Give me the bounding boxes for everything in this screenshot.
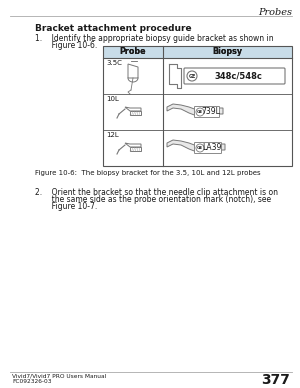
Text: Vivid7/Vivid7 PRO Users Manual: Vivid7/Vivid7 PRO Users Manual: [12, 373, 106, 378]
Text: Figure 10-6:  The biopsy bracket for the 3.5, 10L and 12L probes: Figure 10-6: The biopsy bracket for the …: [35, 170, 261, 176]
Text: 10L: 10L: [106, 96, 119, 102]
FancyBboxPatch shape: [184, 68, 285, 84]
Text: Probe: Probe: [120, 47, 146, 57]
Text: 348c/548c: 348c/548c: [214, 71, 262, 80]
Text: 1.    Identify the appropriate biopsy guide bracket as shown in: 1. Identify the appropriate biopsy guide…: [35, 34, 274, 43]
Bar: [103, 46, 292, 166]
Text: Biopsy: Biopsy: [212, 47, 243, 57]
Text: FC092326-03: FC092326-03: [12, 379, 52, 384]
FancyBboxPatch shape: [194, 106, 220, 118]
Polygon shape: [167, 104, 223, 116]
Text: Figure 10-6.: Figure 10-6.: [35, 41, 97, 50]
Text: 3.5C: 3.5C: [106, 60, 122, 66]
Text: 739L: 739L: [202, 107, 220, 116]
Text: GE: GE: [197, 110, 203, 114]
Text: LA39: LA39: [202, 144, 222, 152]
Circle shape: [187, 71, 197, 81]
Text: 2.    Orient the bracket so that the needle clip attachment is on: 2. Orient the bracket so that the needle…: [35, 188, 278, 197]
Text: Bracket attachment procedure: Bracket attachment procedure: [35, 24, 192, 33]
FancyBboxPatch shape: [194, 142, 221, 154]
Text: Probes: Probes: [258, 8, 292, 17]
Text: GE: GE: [188, 73, 196, 78]
Circle shape: [196, 144, 204, 152]
Text: Figure 10-7.: Figure 10-7.: [35, 202, 97, 211]
Polygon shape: [167, 140, 225, 152]
Text: the same side as the probe orientation mark (notch), see: the same side as the probe orientation m…: [35, 195, 271, 204]
Text: Probe: Probe: [120, 47, 146, 57]
Bar: [103, 46, 292, 58]
Text: GE: GE: [197, 146, 203, 150]
Text: 12L: 12L: [106, 132, 119, 138]
Text: 377: 377: [261, 373, 290, 387]
Circle shape: [196, 108, 204, 116]
Text: Biopsy: Biopsy: [212, 47, 243, 57]
